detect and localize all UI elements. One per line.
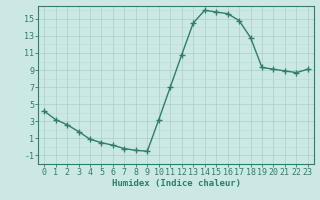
X-axis label: Humidex (Indice chaleur): Humidex (Indice chaleur) xyxy=(111,179,241,188)
